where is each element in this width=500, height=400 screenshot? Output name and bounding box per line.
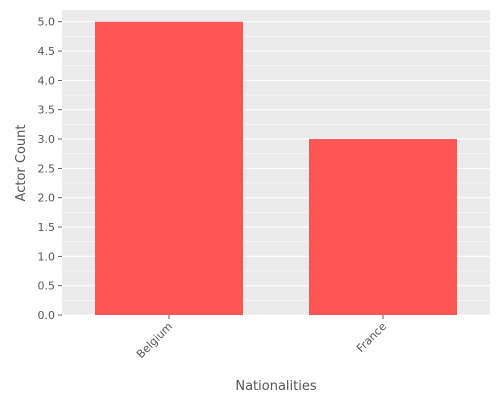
y-tick-label: 4.5 bbox=[38, 45, 56, 58]
y-tick-label: 1.5 bbox=[38, 221, 56, 234]
x-axis-label: Nationalities bbox=[235, 379, 316, 394]
bar-belgium bbox=[95, 21, 243, 315]
bars bbox=[95, 21, 457, 315]
bar-france bbox=[309, 139, 457, 315]
y-axis-ticks: 0.0 0.5 1.0 1.5 2.0 2.5 3.0 3.5 4.0 4.5 5.0 bbox=[38, 16, 62, 322]
y-tick-label: 0.5 bbox=[38, 280, 56, 293]
y-tick-label: 1.0 bbox=[38, 250, 56, 263]
y-tick-label: 2.0 bbox=[38, 192, 56, 205]
y-tick-label: 3.0 bbox=[38, 133, 56, 146]
y-tick-label: 0.0 bbox=[38, 309, 56, 322]
y-tick-label: 5.0 bbox=[38, 16, 56, 29]
y-tick-label: 4.0 bbox=[38, 74, 56, 87]
y-tick-label: 2.5 bbox=[38, 162, 56, 175]
y-axis-label: Actor Count bbox=[14, 125, 29, 202]
x-tick-label: Belgium bbox=[134, 320, 175, 361]
x-tick-label: France bbox=[354, 320, 389, 355]
y-tick-label: 3.5 bbox=[38, 104, 56, 117]
x-axis-ticks: Belgium France bbox=[134, 315, 389, 361]
